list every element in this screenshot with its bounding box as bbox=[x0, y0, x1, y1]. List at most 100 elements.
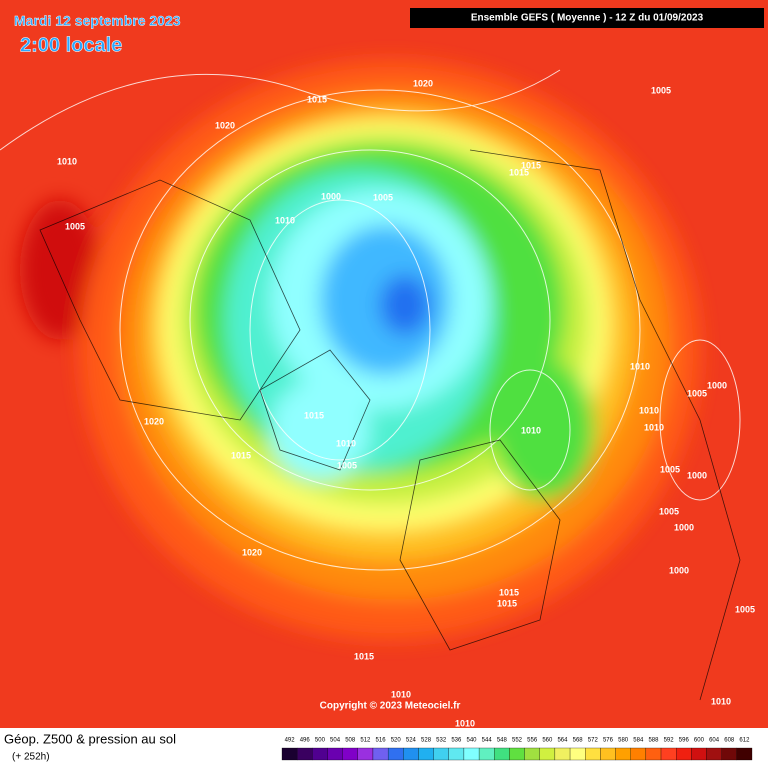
scale-swatch bbox=[478, 747, 495, 761]
isobar-label: 1010 bbox=[391, 689, 411, 699]
scale-label: 604 bbox=[709, 738, 720, 744]
scale-swatch bbox=[327, 747, 343, 761]
isobar-label: 1000 bbox=[321, 191, 341, 201]
scale-label: 516 bbox=[376, 738, 387, 744]
scale-label: 536 bbox=[451, 738, 462, 744]
scale-label: 576 bbox=[603, 738, 614, 744]
scale-swatch bbox=[448, 747, 465, 761]
isobar-label: 1015 bbox=[497, 598, 517, 608]
time: 2:00 locale bbox=[20, 34, 122, 56]
isobar-label: 1020 bbox=[242, 547, 262, 557]
isobar-label: 1015 bbox=[304, 410, 324, 420]
coastlines bbox=[39, 149, 741, 701]
isobar-label: 1000 bbox=[674, 522, 694, 532]
scale-swatch bbox=[660, 747, 677, 761]
legend-title: Géop. Z500 & pression au sol bbox=[4, 731, 176, 746]
scale-label: 532 bbox=[436, 738, 447, 744]
scale-swatch bbox=[297, 747, 313, 761]
scale-label: 584 bbox=[633, 738, 644, 744]
legend-subtitle: (+ 252h) bbox=[12, 752, 50, 763]
isobar-label: 1010 bbox=[521, 425, 541, 435]
scale-swatch bbox=[706, 747, 722, 761]
scale-swatch bbox=[569, 747, 586, 761]
isobar-label: 1005 bbox=[65, 221, 85, 231]
isobar-label: 1005 bbox=[660, 464, 680, 474]
scale-label: 512 bbox=[360, 738, 371, 744]
isobar-label: 1015 bbox=[354, 651, 374, 661]
isobar-label: 1020 bbox=[413, 78, 433, 88]
geopotential-field bbox=[20, 60, 700, 640]
scale-label: 612 bbox=[739, 738, 750, 744]
scale-label: 520 bbox=[391, 738, 402, 744]
scale-swatch bbox=[539, 747, 556, 761]
isobar-label: 1015 bbox=[521, 160, 541, 170]
isobar-label: 1010 bbox=[639, 405, 659, 415]
scale-label: 580 bbox=[618, 738, 629, 744]
scale-swatch bbox=[418, 747, 434, 761]
scale-label: 540 bbox=[467, 738, 478, 744]
scale-label: 544 bbox=[482, 738, 493, 744]
scale-swatch bbox=[463, 747, 480, 761]
isobars bbox=[0, 69, 741, 571]
scale-label: 600 bbox=[694, 738, 705, 744]
isobar-label: 1010 bbox=[630, 361, 650, 371]
scale-swatch bbox=[600, 747, 616, 761]
scale-swatch bbox=[615, 747, 631, 761]
scale-swatch bbox=[509, 747, 525, 761]
scale-label: 508 bbox=[345, 738, 356, 744]
scale-label: 592 bbox=[664, 738, 675, 744]
isobar-label: 1015 bbox=[509, 167, 529, 177]
scale-swatch bbox=[645, 747, 662, 761]
scale-swatch bbox=[433, 747, 449, 761]
scale-label: 572 bbox=[588, 738, 599, 744]
scale-swatch bbox=[494, 747, 510, 761]
scale-label: 564 bbox=[557, 738, 568, 744]
isobar-label: 1020 bbox=[215, 120, 235, 130]
isobar-label: 1015 bbox=[499, 587, 519, 597]
isobar-label: 1005 bbox=[651, 85, 671, 95]
isobar-label: 1005 bbox=[687, 388, 707, 398]
scale-swatch bbox=[387, 747, 404, 761]
isobar-label: 1010 bbox=[644, 422, 664, 432]
isobar-label: 1005 bbox=[735, 604, 755, 614]
model-info: Ensemble GEFS ( Moyenne ) - 12 Z du 01/0… bbox=[471, 13, 704, 24]
scale-swatch bbox=[342, 747, 358, 761]
scale-label: 528 bbox=[421, 738, 432, 744]
isobar-label: 1010 bbox=[336, 438, 356, 448]
scale-swatch bbox=[357, 747, 374, 761]
scale-swatch bbox=[630, 747, 647, 761]
copyright: Copyright © 2023 Meteociel.fr bbox=[320, 701, 461, 712]
isobar-label: 1015 bbox=[307, 94, 327, 104]
isobar-label: 1010 bbox=[455, 718, 475, 728]
isobar-label: 1015 bbox=[231, 450, 251, 460]
isobar-label: 1010 bbox=[711, 696, 731, 706]
isobar-label: 1005 bbox=[659, 506, 679, 516]
scale-label: 500 bbox=[315, 738, 326, 744]
scale-label: 608 bbox=[724, 738, 735, 744]
scale-swatch bbox=[554, 747, 571, 761]
scale-label: 560 bbox=[542, 738, 553, 744]
isobar-label: 1020 bbox=[144, 416, 164, 426]
isobar-label: 1000 bbox=[687, 470, 707, 480]
scale-label: 596 bbox=[679, 738, 690, 744]
scale-swatch bbox=[281, 747, 298, 761]
header-box bbox=[410, 8, 764, 28]
scale-swatch bbox=[691, 747, 707, 761]
scale-label: 552 bbox=[512, 738, 523, 744]
scale-swatch bbox=[736, 747, 753, 761]
scale-swatch bbox=[524, 747, 540, 761]
isobar-label: 1000 bbox=[707, 380, 727, 390]
scale-swatch bbox=[403, 747, 419, 761]
scale-swatch bbox=[721, 747, 737, 761]
scale-label: 556 bbox=[527, 738, 538, 744]
isobar-label: 1000 bbox=[669, 565, 689, 575]
scale-label: 492 bbox=[285, 738, 296, 744]
isobar-label: 1005 bbox=[337, 460, 357, 470]
scale-swatch bbox=[585, 747, 601, 761]
scale-label: 504 bbox=[330, 738, 341, 744]
scale-label: 496 bbox=[300, 738, 311, 744]
scale-label: 588 bbox=[648, 738, 659, 744]
scale-swatch bbox=[676, 747, 692, 761]
